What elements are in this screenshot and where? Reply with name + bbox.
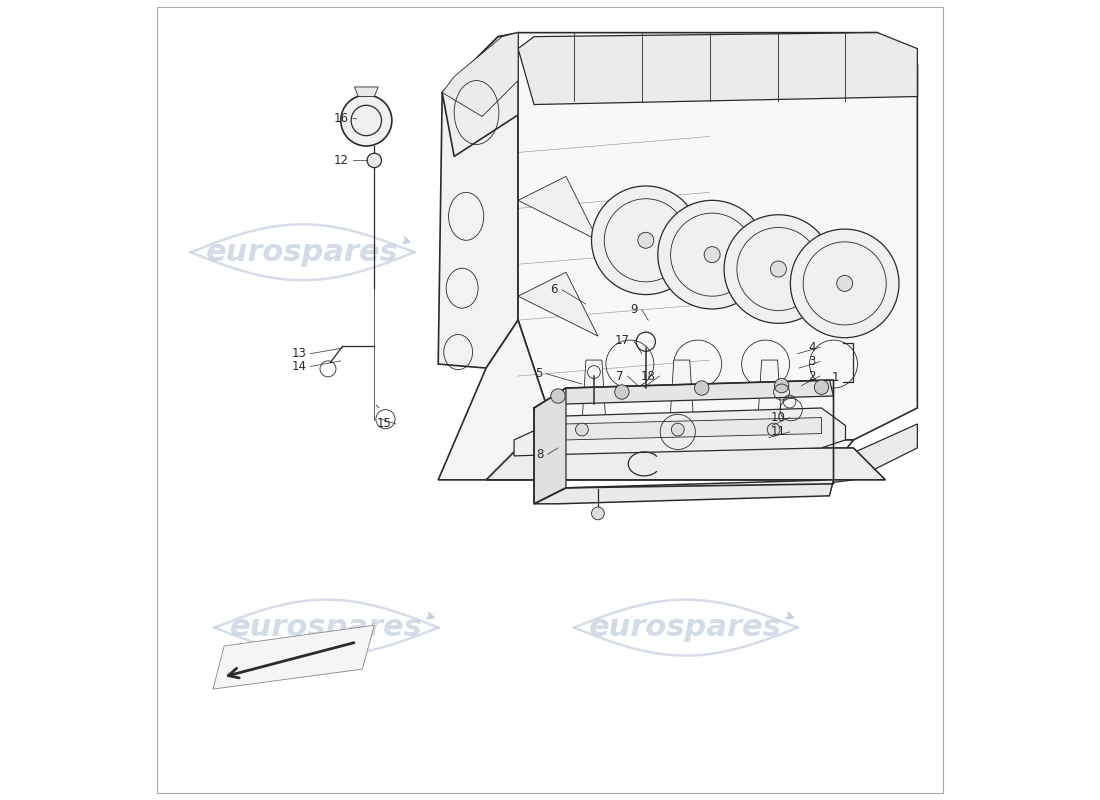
Text: 17: 17 [615, 334, 630, 347]
Polygon shape [582, 360, 606, 424]
Polygon shape [514, 408, 846, 456]
Text: 10: 10 [771, 411, 785, 424]
Polygon shape [518, 176, 598, 240]
Circle shape [367, 154, 382, 168]
Polygon shape [213, 626, 374, 689]
Circle shape [592, 507, 604, 520]
Circle shape [575, 423, 589, 436]
Text: eurospares: eurospares [590, 613, 782, 642]
Circle shape [671, 423, 684, 436]
Polygon shape [534, 388, 566, 504]
Text: 6: 6 [550, 283, 558, 296]
Text: 14: 14 [292, 360, 307, 373]
Text: 12: 12 [333, 154, 349, 167]
Circle shape [638, 232, 653, 248]
Circle shape [694, 381, 708, 395]
Polygon shape [438, 320, 854, 480]
Circle shape [814, 380, 828, 394]
Circle shape [658, 200, 767, 309]
Text: 5: 5 [535, 367, 542, 380]
Circle shape [774, 378, 789, 393]
Text: 8: 8 [536, 448, 543, 461]
Circle shape [770, 261, 786, 277]
Text: eurospares: eurospares [590, 238, 782, 266]
Circle shape [791, 229, 899, 338]
Text: eurospares: eurospares [230, 613, 422, 642]
Polygon shape [442, 33, 518, 117]
Polygon shape [534, 480, 834, 504]
Polygon shape [518, 33, 917, 440]
Polygon shape [670, 360, 694, 424]
Text: 1: 1 [832, 371, 839, 384]
Circle shape [724, 214, 833, 323]
Polygon shape [822, 424, 917, 484]
Polygon shape [354, 87, 378, 97]
Polygon shape [534, 380, 834, 408]
Polygon shape [442, 33, 917, 157]
Text: 15: 15 [377, 418, 392, 430]
Circle shape [615, 385, 629, 399]
Polygon shape [518, 272, 598, 336]
Text: 18: 18 [640, 370, 656, 382]
Text: 11: 11 [771, 426, 785, 438]
Circle shape [837, 275, 852, 291]
Text: 4: 4 [808, 341, 816, 354]
Polygon shape [758, 360, 782, 424]
Text: 9: 9 [630, 303, 638, 316]
Circle shape [551, 389, 565, 403]
Text: 13: 13 [292, 347, 307, 360]
Text: 3: 3 [808, 355, 816, 368]
Polygon shape [518, 33, 917, 105]
Circle shape [341, 95, 392, 146]
Text: 16: 16 [333, 111, 349, 125]
Circle shape [592, 186, 700, 294]
Polygon shape [542, 418, 822, 444]
Circle shape [704, 246, 720, 262]
Text: 7: 7 [616, 370, 624, 382]
Text: eurospares: eurospares [206, 238, 399, 266]
Polygon shape [486, 448, 886, 480]
Text: 2: 2 [808, 370, 816, 382]
Polygon shape [438, 33, 518, 368]
Circle shape [767, 423, 780, 436]
